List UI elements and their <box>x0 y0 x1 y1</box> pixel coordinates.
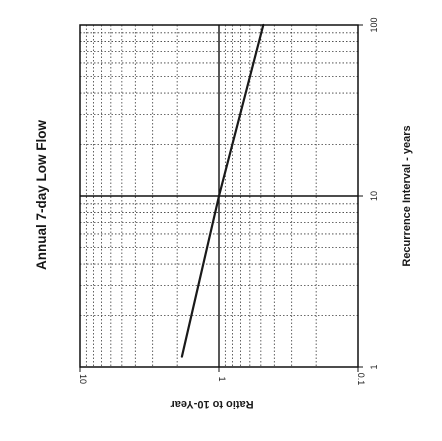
x-tick-label: 100 <box>369 17 379 32</box>
y-axis-label: Ratio to 10-Year <box>170 398 254 410</box>
data-layer <box>180 23 265 358</box>
y-tick-label: 10 <box>78 374 88 384</box>
chart-title: Annual 7-day Low Flow <box>34 120 49 271</box>
series-line <box>180 23 265 358</box>
x-tick-label: 10 <box>369 191 379 201</box>
x-tick-label: 1 <box>369 364 379 369</box>
x-axis-label: Recurrence Interval - years <box>401 125 413 266</box>
y-tick-label: 1 <box>217 376 227 381</box>
y-tick-label: 0.1 <box>356 373 366 386</box>
